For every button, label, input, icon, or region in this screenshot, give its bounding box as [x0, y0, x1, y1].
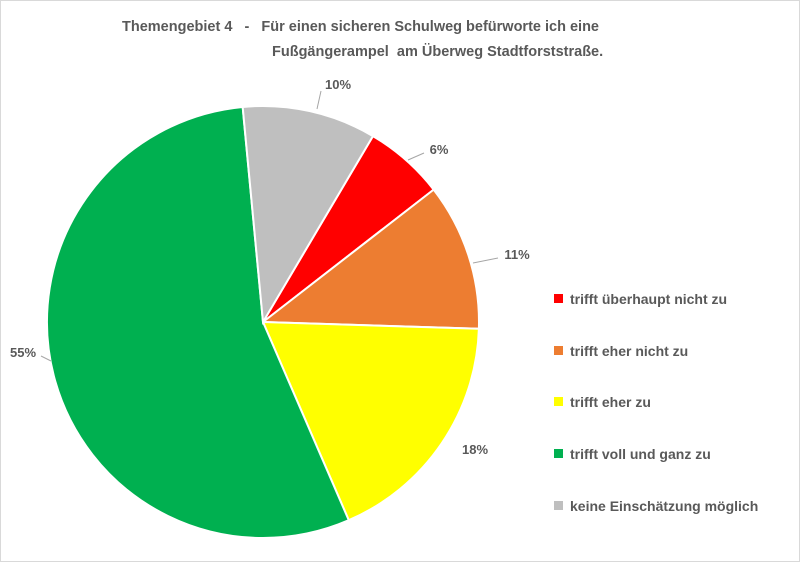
chart-title-line-2: Fußgängerampel am Überweg Stadtforststra… [272, 44, 604, 60]
data-label: 11% [504, 247, 530, 262]
chart-title-line-1: Themengebiet 4 - Für einen sicheren Schu… [122, 19, 599, 35]
data-label-leader-line [316, 90, 322, 110]
pie-slice [45, 105, 351, 539]
pie-slice [241, 105, 375, 326]
legend-swatch [554, 346, 563, 355]
data-label: 18% [462, 442, 488, 457]
data-label-leader-line [407, 152, 425, 161]
legend-label: trifft eher zu [570, 394, 651, 410]
legend-label: trifft eher nicht zu [570, 343, 689, 359]
data-label: 55% [10, 345, 36, 360]
legend-label: keine Einschätzung möglich [570, 498, 759, 514]
legend-swatch [554, 449, 563, 458]
legend-swatch [554, 294, 563, 303]
legend-swatch [554, 501, 563, 510]
data-label: 6% [430, 142, 449, 157]
legend-label: trifft überhaupt nicht zu [570, 291, 728, 307]
pie-slice [261, 320, 480, 522]
legend-label: trifft voll und ganz zu [570, 446, 711, 462]
data-label-leader-line [472, 257, 499, 264]
pie-slice [260, 188, 480, 330]
legend-swatch [554, 397, 563, 406]
data-label-leader-line [40, 355, 52, 362]
data-label: 10% [325, 77, 351, 92]
